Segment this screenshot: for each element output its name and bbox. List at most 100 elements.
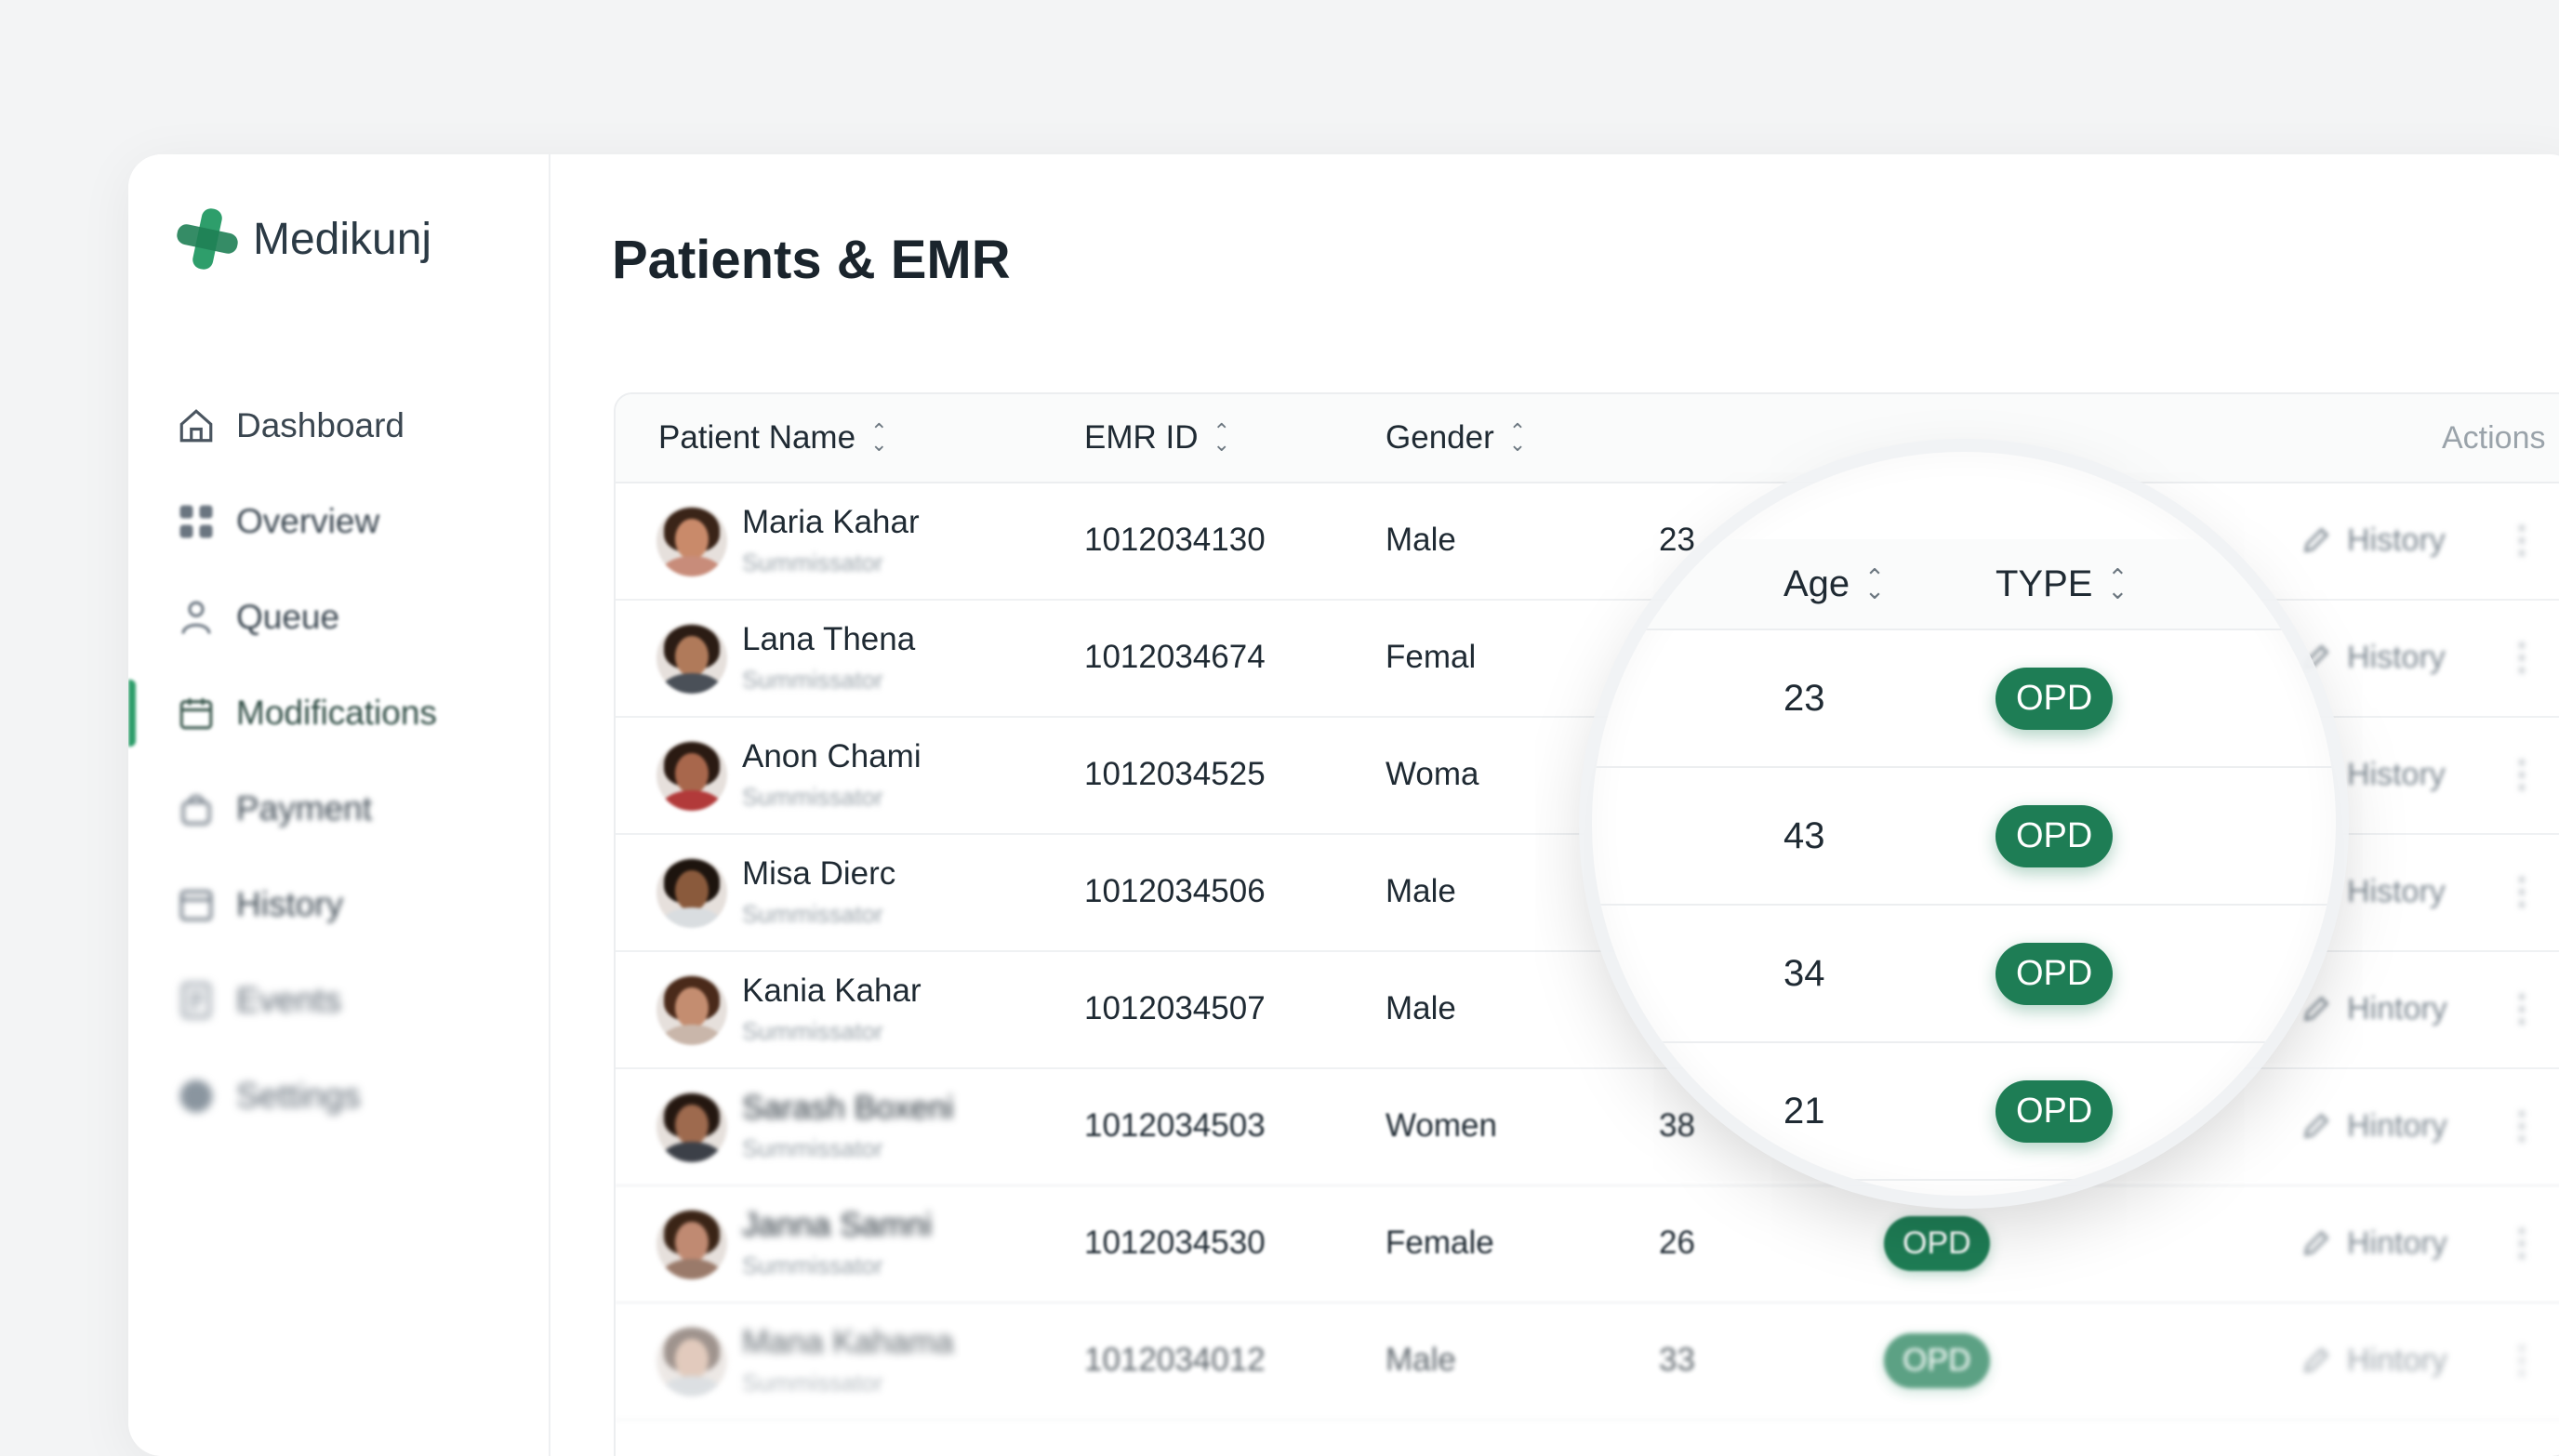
sidebar-item-payment[interactable]: Payment [128, 761, 549, 856]
gear-icon [179, 1079, 213, 1112]
sidebar-item-settings[interactable]: Settings [128, 1048, 549, 1144]
patient-subtitle: Summissator [742, 783, 883, 811]
more-vertical-icon: ⋮ [2503, 988, 2540, 1029]
avatar [656, 1209, 727, 1279]
row-menu-button[interactable]: ⋮ [2503, 1185, 2540, 1302]
logo-cross-icon [175, 206, 240, 271]
table-row[interactable]: Kania Kahar Summissator 1012034507 Male … [616, 950, 2559, 1069]
age-cell: 33 [1659, 1342, 1695, 1378]
events-icon [181, 982, 211, 1018]
column-header-emr-id[interactable]: EMR ID ⌃ ⌄ [1084, 394, 1230, 482]
emr-id-cell: 1012034674 [1084, 639, 1266, 675]
patient-subtitle: Summissator [742, 1134, 883, 1162]
table-row[interactable]: Mana Kahama Summissator 1012034012 Male … [616, 1302, 2559, 1421]
sidebar-item-label: Payment [236, 788, 373, 827]
column-header-type[interactable]: TYPE ⌃ ⌄ [1995, 539, 2128, 629]
patient-name[interactable]: Mana Kahama [742, 1324, 954, 1360]
logo[interactable]: Medikunj [175, 206, 431, 271]
history-action-button[interactable]: Hintory [2300, 1302, 2447, 1419]
more-vertical-icon: ⋮ [2503, 1340, 2540, 1381]
sidebar-item-events[interactable]: Events [128, 952, 549, 1048]
row-menu-button[interactable]: ⋮ [2503, 950, 2540, 1067]
table-row[interactable]: Janna Samni Summissator 1012034530 Femal… [616, 1185, 2559, 1304]
column-header-gender[interactable]: Gender ⌃ ⌄ [1386, 394, 1526, 482]
patient-name[interactable]: Anon Chami [742, 738, 922, 774]
patient-subtitle: Summissator [742, 666, 883, 694]
avatar [656, 857, 727, 928]
history-action-label: History [2347, 756, 2446, 792]
patient-name[interactable]: Janna Samni [742, 1207, 933, 1243]
avatar [656, 1326, 727, 1396]
magnified-row[interactable]: 21 OPD [1592, 1043, 2336, 1181]
column-header-label: TYPE [1995, 563, 2093, 604]
type-cell: OPD [1884, 1185, 1990, 1302]
row-menu-button[interactable]: ⋮ [2503, 482, 2540, 599]
type-badge: OPD [1995, 667, 2114, 730]
patient-name[interactable]: Misa Dierc [742, 855, 896, 892]
history-action-label: History [2347, 873, 2446, 909]
pencil-icon [2303, 644, 2329, 670]
emr-id-cell: 1012034012 [1084, 1342, 1266, 1378]
history-action-button[interactable]: History [2300, 599, 2446, 716]
age-cell: 38 [1659, 1107, 1695, 1144]
row-menu-button[interactable]: ⋮ [2503, 1302, 2540, 1419]
sidebar-nav: Dashboard Overview Queue Modifications P… [128, 377, 549, 1144]
gender-cell: Male [1386, 522, 1456, 558]
row-menu-button[interactable]: ⋮ [2503, 1067, 2540, 1185]
sort-icon[interactable]: ⌃ ⌄ [1508, 419, 1527, 456]
age-cell: 21 [1783, 1090, 1825, 1132]
patient-name[interactable]: Lana Thena [742, 621, 916, 657]
column-header-label: Patient Name [658, 419, 856, 456]
row-menu-button[interactable]: ⋮ [2503, 716, 2540, 833]
sidebar-item-history[interactable]: History [128, 856, 549, 952]
type-badge: OPD [1995, 1079, 2114, 1143]
magnified-row[interactable]: 34 OPD [1592, 906, 2336, 1043]
sort-icon[interactable]: ⌃ ⌄ [870, 419, 888, 456]
row-menu-button[interactable]: ⋮ [2503, 833, 2540, 950]
type-badge: OPD [1884, 1332, 1990, 1388]
sort-icon[interactable]: ⌃ ⌄ [2107, 563, 2128, 604]
type-cell: OPD [1995, 768, 2114, 904]
magnified-row[interactable]: 23 OPD [1592, 630, 2336, 768]
sidebar-item-dashboard[interactable]: Dashboard [128, 377, 549, 473]
history-action-button[interactable]: Hintory [2300, 950, 2447, 1067]
sidebar-item-label: Queue [236, 597, 340, 636]
column-header-label: Gender [1386, 419, 1494, 456]
magnified-table: Age ⌃ ⌄ TYPE ⌃ ⌄ 23 OPD 43 OPD 34 OPD [1592, 452, 2336, 1196]
patient-name[interactable]: Kania Kahar [742, 973, 922, 1009]
sort-icon[interactable]: ⌃ ⌄ [1213, 419, 1230, 456]
sort-icon[interactable]: ⌃ ⌄ [1864, 563, 1885, 604]
column-header-patient-name[interactable]: Patient Name ⌃ ⌄ [658, 394, 888, 482]
history-action-label: History [2347, 522, 2446, 558]
column-header-label: Age [1783, 563, 1850, 604]
table-header: Patient Name ⌃ ⌄ EMR ID ⌃ ⌄ Gender ⌃ ⌄ Acti… [616, 394, 2559, 483]
history-action-button[interactable]: Hintory [2300, 1067, 2447, 1185]
avatar [656, 974, 727, 1045]
gender-cell: Male [1386, 1342, 1456, 1378]
magnifier-lens: Age ⌃ ⌄ TYPE ⌃ ⌄ 23 OPD 43 OPD 34 OPD [1592, 452, 2336, 1196]
emr-id-cell: 1012034503 [1084, 1107, 1266, 1144]
patient-subtitle: Summissator [742, 1369, 883, 1396]
patient-subtitle: Summissator [742, 1017, 883, 1045]
type-badge: OPD [1884, 1215, 1990, 1271]
avatar [656, 506, 727, 576]
user-icon [181, 601, 211, 634]
more-vertical-icon: ⋮ [2503, 637, 2540, 678]
column-header-age[interactable]: Age ⌃ ⌄ [1783, 539, 1885, 629]
grid-icon [179, 505, 213, 537]
sidebar-item-overview[interactable]: Overview [128, 473, 549, 569]
patient-name[interactable]: Sarash Boxeni [742, 1090, 954, 1126]
magnified-row[interactable]: 43 OPD [1592, 768, 2336, 906]
emr-id-cell: 1012034507 [1084, 990, 1266, 1026]
sidebar-item-label: Overview [236, 501, 380, 540]
sidebar-item-queue[interactable]: Queue [128, 569, 549, 665]
history-action-label: Hintory [2347, 990, 2447, 1026]
patient-name[interactable]: Maria Kahar [742, 504, 920, 540]
row-menu-button[interactable]: ⋮ [2503, 599, 2540, 716]
more-vertical-icon: ⋮ [2503, 1105, 2540, 1146]
history-action-button[interactable]: Hintory [2300, 1185, 2447, 1302]
sidebar-item-modifications[interactable]: Modifications [128, 665, 549, 761]
gender-cell: Femal [1386, 639, 1477, 675]
patient-subtitle: Summissator [742, 549, 883, 576]
patient-subtitle: Summissator [742, 1251, 883, 1279]
